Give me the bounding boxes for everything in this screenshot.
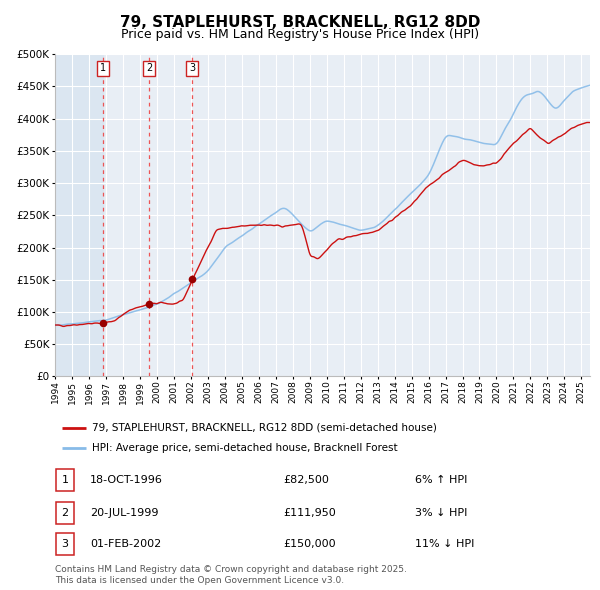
Text: £111,950: £111,950 [283,508,336,518]
Text: HPI: Average price, semi-detached house, Bracknell Forest: HPI: Average price, semi-detached house,… [92,443,397,453]
Text: Contains HM Land Registry data © Crown copyright and database right 2025.: Contains HM Land Registry data © Crown c… [55,565,407,574]
Text: 79, STAPLEHURST, BRACKNELL, RG12 8DD (semi-detached house): 79, STAPLEHURST, BRACKNELL, RG12 8DD (se… [92,423,436,433]
Text: 6% ↑ HPI: 6% ↑ HPI [415,475,467,485]
Text: £82,500: £82,500 [283,475,329,485]
Text: This data is licensed under the Open Government Licence v3.0.: This data is licensed under the Open Gov… [55,576,344,585]
Text: 2: 2 [146,64,152,73]
Text: 1: 1 [100,64,106,73]
Text: 3: 3 [62,539,68,549]
Text: 3: 3 [189,64,196,73]
Bar [55,54,103,376]
Text: 11% ↓ HPI: 11% ↓ HPI [415,539,475,549]
Text: 3% ↓ HPI: 3% ↓ HPI [415,508,467,518]
Text: 01-FEB-2002: 01-FEB-2002 [90,539,161,549]
Text: 20-JUL-1999: 20-JUL-1999 [90,508,158,518]
Bar [55,54,103,376]
Text: 79, STAPLEHURST, BRACKNELL, RG12 8DD: 79, STAPLEHURST, BRACKNELL, RG12 8DD [120,15,480,30]
FancyBboxPatch shape [56,469,74,491]
FancyBboxPatch shape [56,533,74,555]
Text: 18-OCT-1996: 18-OCT-1996 [90,475,163,485]
Text: Price paid vs. HM Land Registry's House Price Index (HPI): Price paid vs. HM Land Registry's House … [121,28,479,41]
Text: £150,000: £150,000 [283,539,336,549]
Text: 2: 2 [62,508,68,518]
Text: 1: 1 [62,475,68,485]
FancyBboxPatch shape [56,502,74,524]
